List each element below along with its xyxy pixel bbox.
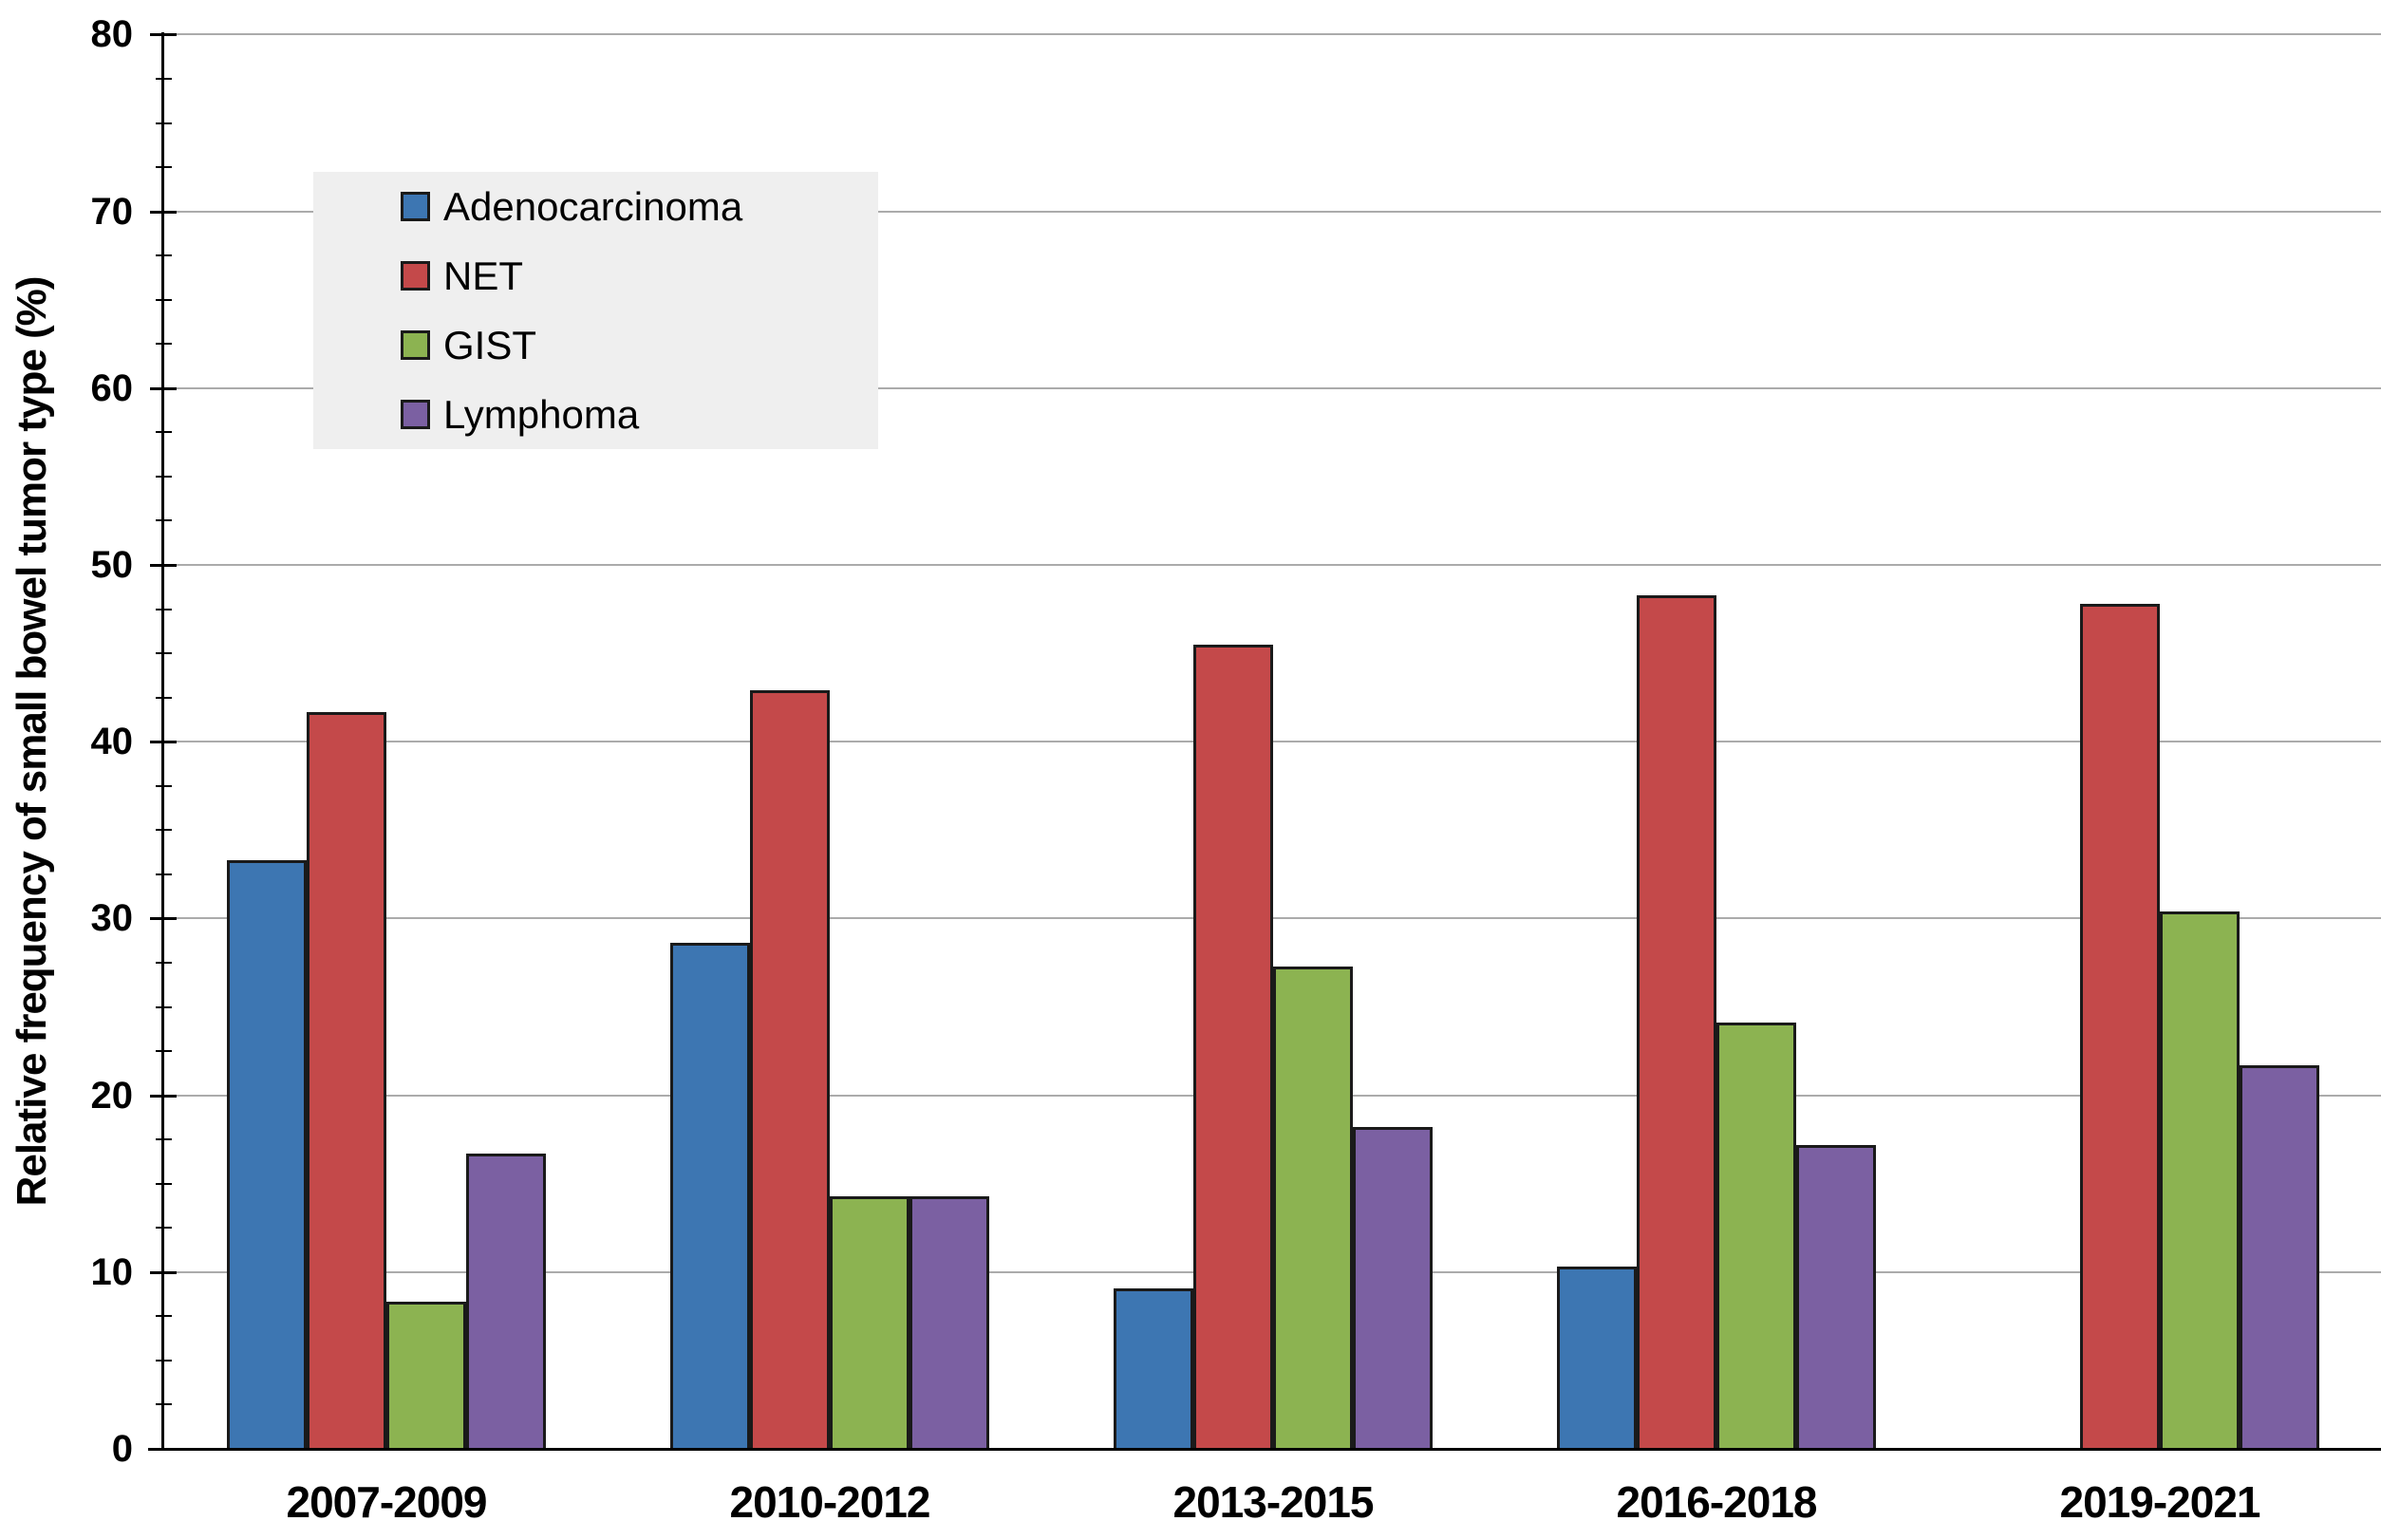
- y-minor-tick-42.5: [156, 697, 172, 699]
- bar-lymphoma-2007-2009: [466, 1154, 546, 1451]
- bar-net-2007-2009: [307, 712, 386, 1451]
- legend-label-lymphoma: Lymphoma: [443, 391, 640, 437]
- legend: Adenocarcinoma NET GIST Lymphoma: [313, 172, 878, 449]
- y-minor-tick-45: [156, 652, 172, 654]
- y-tick-label-50: 50: [90, 544, 134, 586]
- y-minor-tick-72.5: [156, 166, 172, 168]
- y-minor-tick-5: [156, 1360, 172, 1362]
- legend-swatch-gist: [401, 330, 430, 360]
- legend-swatch-net: [401, 261, 430, 291]
- bar-lymphoma-2010-2012: [909, 1196, 989, 1451]
- y-tick-label-60: 60: [90, 367, 134, 409]
- y-gridline-70: [161, 211, 2381, 213]
- bar-gist-2016-2018: [1716, 1023, 1796, 1451]
- y-tick-label-0: 0: [111, 1428, 133, 1470]
- category-label-2016-2018: 2016-2018: [1616, 1477, 1818, 1527]
- bar-lymphoma-2013-2015: [1353, 1127, 1433, 1451]
- bar-adenocarcinoma-2016-2018: [1557, 1267, 1637, 1451]
- y-major-tick-10: [150, 1271, 177, 1274]
- category-label-2010-2012: 2010-2012: [729, 1477, 931, 1527]
- y-minor-tick-52.5: [156, 519, 172, 521]
- x-axis-line: [148, 1448, 2381, 1451]
- legend-item-gist: GIST: [313, 310, 878, 380]
- y-tick-label-70: 70: [90, 191, 134, 233]
- y-minor-tick-25: [156, 1006, 172, 1008]
- legend-label-adenocarcinoma: Adenocarcinoma: [443, 183, 743, 229]
- y-major-tick-0: [150, 1448, 177, 1451]
- y-major-tick-30: [150, 917, 177, 920]
- y-minor-tick-65: [156, 299, 172, 301]
- y-major-tick-20: [150, 1095, 177, 1098]
- y-major-tick-70: [150, 211, 177, 214]
- bar-net-2013-2015: [1193, 645, 1273, 1451]
- y-major-tick-40: [150, 741, 177, 743]
- bar-gist-2007-2009: [386, 1302, 466, 1451]
- y-axis-title: Relative frequency of small bowel tumor …: [9, 276, 55, 1207]
- y-minor-tick-15: [156, 1183, 172, 1185]
- bar-adenocarcinoma-2007-2009: [227, 860, 307, 1451]
- bar-gist-2010-2012: [830, 1196, 909, 1451]
- y-minor-tick-2.5: [156, 1403, 172, 1405]
- y-minor-tick-27.5: [156, 962, 172, 964]
- bar-gist-2019-2021: [2160, 911, 2240, 1451]
- category-label-2019-2021: 2019-2021: [2059, 1477, 2261, 1527]
- category-label-2007-2009: 2007-2009: [286, 1477, 488, 1527]
- y-minor-tick-62.5: [156, 343, 172, 345]
- legend-swatch-lymphoma: [401, 400, 430, 429]
- y-minor-tick-77.5: [156, 78, 172, 80]
- bar-gist-2013-2015: [1273, 967, 1353, 1451]
- y-tick-label-10: 10: [90, 1251, 134, 1293]
- y-minor-tick-57.5: [156, 431, 172, 433]
- y-major-tick-50: [150, 564, 177, 567]
- y-minor-tick-75: [156, 122, 172, 124]
- y-minor-tick-47.5: [156, 609, 172, 610]
- bar-net-2010-2012: [750, 690, 830, 1451]
- y-minor-tick-67.5: [156, 254, 172, 256]
- y-minor-tick-7.5: [156, 1315, 172, 1317]
- bar-adenocarcinoma-2013-2015: [1114, 1288, 1193, 1451]
- category-label-2013-2015: 2013-2015: [1172, 1477, 1375, 1527]
- legend-swatch-adenocarcinoma: [401, 192, 430, 221]
- y-minor-tick-35: [156, 829, 172, 831]
- y-major-tick-80: [150, 33, 177, 36]
- y-minor-tick-17.5: [156, 1138, 172, 1140]
- bar-lymphoma-2016-2018: [1796, 1145, 1876, 1451]
- y-minor-tick-55: [156, 476, 172, 478]
- y-gridline-80: [161, 33, 2381, 35]
- y-tick-label-80: 80: [90, 13, 134, 55]
- legend-item-net: NET: [313, 241, 878, 310]
- y-major-tick-60: [150, 387, 177, 390]
- y-tick-label-20: 20: [90, 1075, 134, 1117]
- legend-item-lymphoma: Lymphoma: [313, 380, 878, 449]
- bar-net-2016-2018: [1637, 595, 1716, 1451]
- y-minor-tick-12.5: [156, 1227, 172, 1229]
- y-gridline-50: [161, 564, 2381, 566]
- bar-net-2019-2021: [2080, 604, 2160, 1451]
- y-minor-tick-37.5: [156, 785, 172, 787]
- y-gridline-60: [161, 387, 2381, 389]
- legend-label-gist: GIST: [443, 322, 537, 367]
- legend-item-adenocarcinoma: Adenocarcinoma: [313, 172, 878, 241]
- bar-lymphoma-2019-2021: [2240, 1065, 2319, 1451]
- legend-label-net: NET: [443, 253, 523, 298]
- y-minor-tick-32.5: [156, 873, 172, 875]
- bar-adenocarcinoma-2010-2012: [670, 943, 750, 1451]
- y-tick-label-30: 30: [90, 897, 134, 939]
- y-minor-tick-22.5: [156, 1050, 172, 1052]
- y-tick-label-40: 40: [90, 721, 134, 762]
